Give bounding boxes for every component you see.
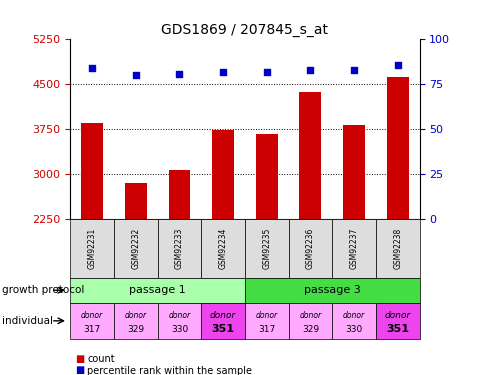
Text: 330: 330	[345, 324, 362, 334]
Point	[393, 62, 401, 68]
Bar	[124, 183, 146, 219]
Text: GSM92231: GSM92231	[88, 228, 96, 269]
Bar	[299, 92, 320, 219]
Text: donor: donor	[168, 310, 190, 320]
Text: growth protocol: growth protocol	[2, 285, 85, 295]
Text: ■: ■	[75, 354, 84, 364]
Text: 330: 330	[170, 324, 188, 334]
Text: GSM92237: GSM92237	[349, 228, 358, 269]
Text: 317: 317	[83, 324, 101, 334]
Text: GSM92232: GSM92232	[131, 228, 140, 269]
Text: 329: 329	[127, 324, 144, 334]
Bar	[342, 124, 364, 219]
Bar	[168, 170, 190, 219]
Text: 351: 351	[211, 324, 234, 334]
Text: donor: donor	[299, 310, 321, 320]
Text: donor: donor	[342, 310, 364, 320]
Text: donor: donor	[384, 310, 410, 320]
Title: GDS1869 / 207845_s_at: GDS1869 / 207845_s_at	[161, 23, 328, 37]
Text: passage 3: passage 3	[303, 285, 360, 295]
Text: 329: 329	[301, 324, 318, 334]
Point	[88, 65, 96, 71]
Bar	[81, 123, 103, 219]
Text: percentile rank within the sample: percentile rank within the sample	[87, 366, 252, 375]
Text: individual: individual	[2, 316, 53, 326]
Point	[262, 69, 270, 75]
Text: GSM92234: GSM92234	[218, 228, 227, 269]
Text: GSM92233: GSM92233	[175, 228, 183, 269]
Bar	[255, 134, 277, 219]
Text: ■: ■	[75, 366, 84, 375]
Text: passage 1: passage 1	[129, 285, 186, 295]
Point	[175, 70, 183, 76]
Bar	[386, 77, 408, 219]
Text: 351: 351	[385, 324, 408, 334]
Text: GSM92236: GSM92236	[305, 228, 314, 269]
Point	[349, 67, 357, 73]
Text: count: count	[87, 354, 115, 364]
Text: donor: donor	[210, 310, 236, 320]
Text: donor: donor	[124, 310, 147, 320]
Text: donor: donor	[255, 310, 277, 320]
Bar	[212, 130, 233, 219]
Text: GSM92235: GSM92235	[262, 228, 271, 269]
Point	[219, 69, 227, 75]
Text: GSM92238: GSM92238	[393, 228, 401, 269]
Point	[132, 72, 139, 78]
Text: 317: 317	[257, 324, 275, 334]
Point	[306, 67, 314, 73]
Text: donor: donor	[81, 310, 103, 320]
